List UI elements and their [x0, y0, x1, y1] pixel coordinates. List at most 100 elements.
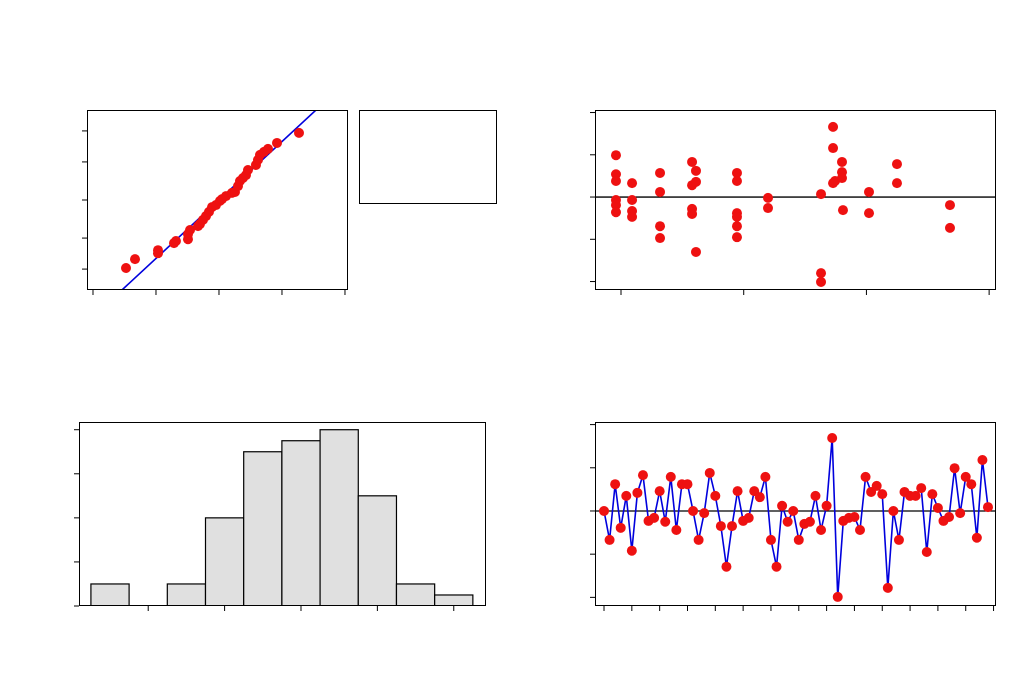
- point: [655, 221, 666, 232]
- point: [788, 505, 799, 516]
- point: [827, 432, 838, 443]
- point: [682, 479, 693, 490]
- point: [690, 246, 701, 257]
- bar: [434, 594, 474, 606]
- point: [130, 254, 141, 265]
- point: [893, 534, 904, 545]
- point: [971, 532, 982, 543]
- point: [949, 463, 960, 474]
- point: [816, 524, 827, 535]
- point: [982, 502, 993, 513]
- point: [610, 200, 621, 211]
- point: [782, 516, 793, 527]
- frame: [79, 422, 486, 606]
- point: [632, 487, 643, 498]
- frame: [595, 110, 996, 290]
- point: [610, 150, 621, 161]
- point: [765, 534, 776, 545]
- point: [242, 165, 253, 175]
- point: [882, 582, 893, 593]
- point: [793, 534, 804, 545]
- point: [864, 186, 875, 197]
- point: [916, 483, 927, 494]
- point: [754, 492, 765, 503]
- point: [699, 508, 710, 519]
- point: [710, 490, 721, 501]
- bar: [281, 440, 321, 606]
- plot: [82, 110, 348, 295]
- point: [731, 232, 742, 243]
- point: [715, 521, 726, 532]
- plot-area: [595, 121, 996, 287]
- point: [690, 165, 701, 176]
- point: [731, 221, 742, 232]
- bar: [243, 451, 283, 606]
- point: [649, 512, 660, 523]
- point: [944, 222, 955, 233]
- point: [864, 208, 875, 219]
- point: [655, 233, 666, 244]
- point: [170, 235, 181, 246]
- point: [693, 534, 704, 545]
- point: [810, 490, 821, 501]
- point: [771, 561, 782, 572]
- point: [891, 159, 902, 170]
- point: [637, 470, 648, 481]
- point: [932, 502, 943, 513]
- point: [731, 175, 742, 186]
- point: [687, 208, 698, 219]
- point: [816, 276, 827, 287]
- point: [687, 156, 698, 167]
- point: [854, 524, 865, 535]
- point: [960, 471, 971, 482]
- point: [804, 516, 815, 527]
- point: [610, 479, 621, 490]
- point: [816, 189, 827, 200]
- point: [621, 490, 632, 501]
- point: [627, 195, 638, 205]
- point: [293, 127, 304, 138]
- frame: [87, 110, 348, 290]
- point: [604, 534, 615, 545]
- plot-area: [595, 432, 996, 602]
- plot-area: [90, 429, 474, 606]
- point: [910, 490, 921, 501]
- point: [704, 467, 715, 478]
- point: [921, 547, 932, 558]
- point: [599, 505, 610, 516]
- point: [660, 516, 671, 527]
- point: [877, 489, 888, 500]
- frame: [595, 422, 996, 606]
- point: [828, 121, 839, 132]
- point: [821, 500, 832, 511]
- point: [272, 137, 283, 148]
- point: [837, 173, 848, 184]
- point: [120, 263, 131, 274]
- point: [654, 486, 665, 497]
- point: [763, 192, 774, 203]
- bar: [395, 583, 436, 606]
- point: [763, 203, 774, 214]
- point: [627, 178, 638, 189]
- bar: [357, 495, 398, 606]
- bar: [319, 429, 359, 606]
- point: [832, 591, 843, 602]
- point: [732, 486, 743, 497]
- point: [731, 167, 742, 178]
- point: [655, 186, 666, 197]
- point: [721, 561, 732, 572]
- point: [743, 512, 754, 523]
- plot: [590, 110, 996, 295]
- point: [944, 512, 955, 523]
- point: [891, 178, 902, 189]
- legend-box: [359, 110, 497, 204]
- point: [837, 156, 848, 167]
- point: [152, 248, 163, 259]
- plot-area: [120, 110, 317, 290]
- bar: [204, 517, 245, 606]
- point: [627, 211, 638, 222]
- point: [888, 505, 899, 516]
- bar: [166, 583, 207, 606]
